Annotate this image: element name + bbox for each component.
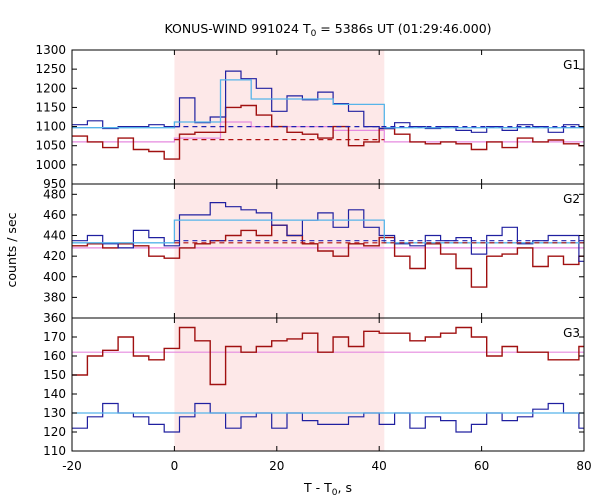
- y-tick-label: 1250: [35, 62, 66, 76]
- panel-label: G3: [563, 326, 580, 340]
- y-tick-label: 440: [43, 229, 66, 243]
- x-tick-label: 40: [372, 459, 387, 473]
- red-count-histogram: [72, 104, 584, 160]
- blue-count-histogram: [72, 402, 584, 433]
- y-tick-label: 150: [43, 368, 66, 382]
- y-tick-label: 170: [43, 330, 66, 344]
- x-tick-label: 20: [269, 459, 284, 473]
- x-tick-label: 0: [171, 459, 179, 473]
- y-tick-label: 1200: [35, 81, 66, 95]
- y-tick-label: 420: [43, 249, 66, 263]
- y-tick-label: 120: [43, 425, 66, 439]
- panel-label: G2: [563, 192, 580, 206]
- y-tick-label: 130: [43, 406, 66, 420]
- y-axis-label: counts / sec: [4, 212, 19, 287]
- y-tick-label: 950: [43, 177, 66, 191]
- y-tick-label: 1300: [35, 43, 66, 57]
- y-tick-label: 380: [43, 290, 66, 304]
- pink-fit-line: [72, 121, 584, 143]
- y-tick-label: 400: [43, 270, 66, 284]
- chart-title: KONUS-WIND 991024 T0 = 5386s UT (01:29:4…: [164, 21, 491, 39]
- y-tick-label: 140: [43, 387, 66, 401]
- y-tick-label: 1000: [35, 158, 66, 172]
- panel-label: G1: [563, 58, 580, 72]
- panel-frame: [71, 317, 585, 452]
- x-tick-label: 60: [474, 459, 489, 473]
- cyan-fit-line: [72, 79, 584, 129]
- y-tick-label: 110: [43, 444, 66, 458]
- red-count-histogram: [72, 224, 584, 288]
- y-tick-label: 460: [43, 208, 66, 222]
- shaded-interval: [174, 184, 385, 318]
- y-tick-label: 1150: [35, 100, 66, 114]
- red-count-histogram: [72, 326, 584, 386]
- y-tick-label: 1100: [35, 120, 66, 134]
- y-tick-label: 160: [43, 349, 66, 363]
- x-tick-label: -20: [62, 459, 82, 473]
- x-tick-label: 80: [576, 459, 591, 473]
- y-tick-label: 360: [43, 311, 66, 325]
- y-tick-label: 480: [43, 187, 66, 201]
- y-tick-label: 1050: [35, 139, 66, 153]
- shaded-interval: [174, 318, 385, 451]
- shaded-interval: [174, 50, 385, 184]
- x-axis-label: T - T0, s: [303, 480, 352, 498]
